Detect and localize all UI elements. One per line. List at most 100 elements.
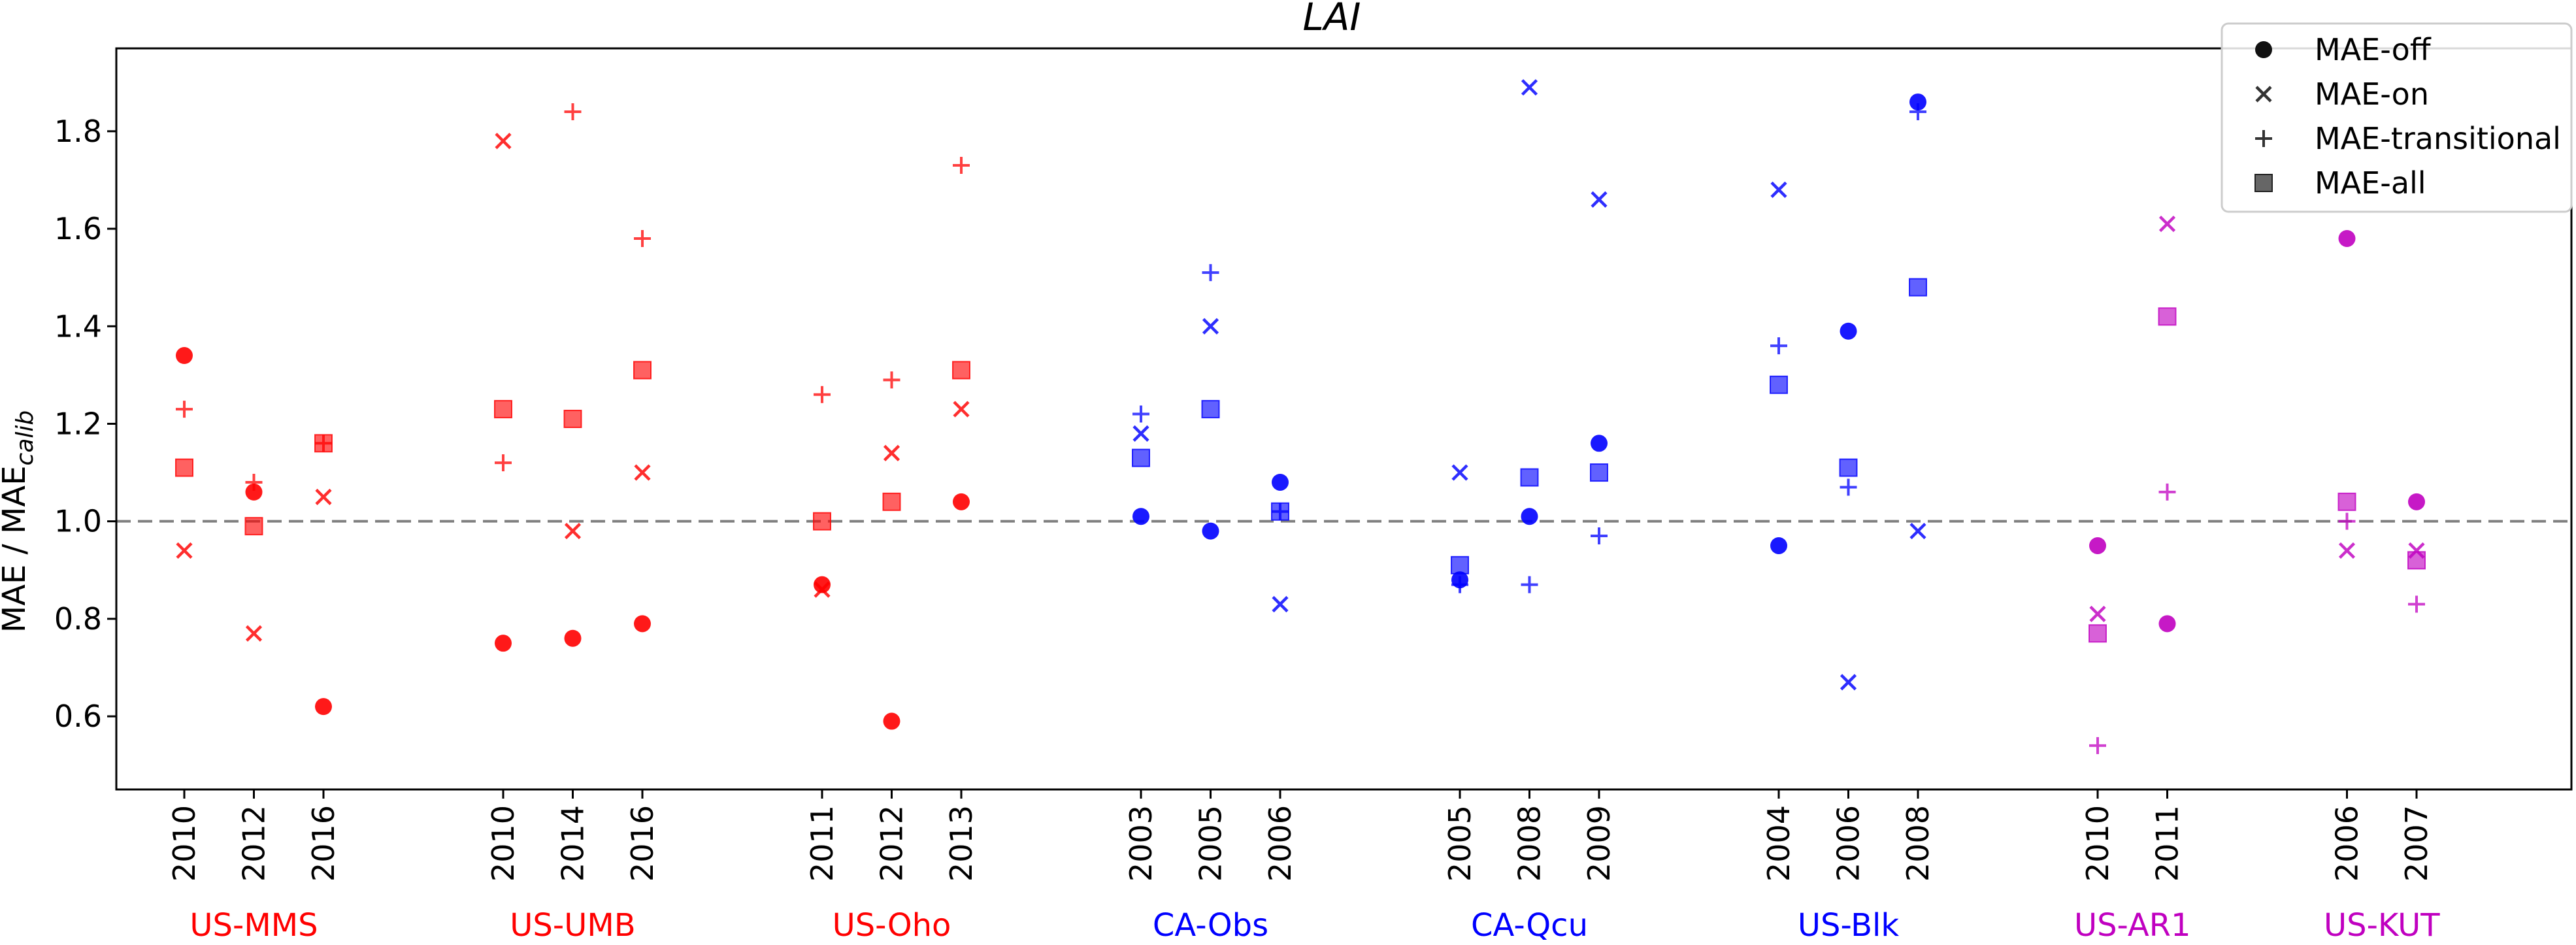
year-marker-group: [882, 371, 901, 730]
mae-transitional-marker: [953, 157, 970, 174]
y-tick-label: 1.4: [54, 308, 102, 344]
year-marker-group: [1909, 93, 1927, 540]
mae-on-marker: [245, 625, 263, 642]
mae-on-marker: [176, 542, 193, 559]
mae-all-marker: [1770, 375, 1788, 394]
mae-off-marker: [814, 576, 831, 593]
mae-on-marker: [883, 444, 900, 461]
mae-all-marker: [1590, 463, 1608, 482]
x-tick-label: 2016: [625, 805, 660, 882]
mae-all-marker: [1201, 400, 1220, 419]
mae-off-marker: [2338, 229, 2356, 247]
year-marker-group: [314, 434, 333, 716]
mae-transitional-marker: [245, 473, 263, 491]
x-tick-label: 2010: [486, 805, 521, 882]
mae-off-marker: [564, 629, 582, 647]
y-axis-label: MAE / MAEcalib: [0, 410, 39, 633]
x-tick-label: 2009: [1581, 805, 1617, 882]
x-tick-label: 2011: [804, 805, 840, 882]
mae-all-marker: [1520, 468, 1539, 487]
legend-label: MAE-on: [2315, 76, 2429, 112]
x-axis: 2010 2012 2016 US-MMS 2010 2014 2016 US-UMB 2011…: [167, 789, 2440, 944]
mae-off-marker: [953, 493, 970, 510]
legend-square-icon: [2254, 174, 2273, 192]
mae-off-marker: [634, 615, 651, 633]
legend-label: MAE-all: [2315, 165, 2426, 201]
mae-transitional-marker: [2158, 483, 2176, 501]
mae-off-marker: [2408, 493, 2425, 510]
year-marker-group: [2337, 229, 2356, 559]
x-tick-label: 2003: [1123, 805, 1159, 882]
year-marker-group: [244, 473, 263, 642]
mae-off-marker: [1840, 322, 1857, 340]
site-label: US-Blk: [1798, 907, 1899, 944]
year-marker-group: [2158, 215, 2177, 633]
mae-all-marker: [175, 458, 193, 477]
year-marker-group: [952, 157, 970, 510]
year-marker-group: [1520, 79, 1539, 593]
mae-transitional-marker: [1272, 503, 1289, 520]
legend-circle-icon: [2255, 41, 2272, 58]
mae-all-marker: [2089, 624, 2107, 643]
x-tick-label: 2016: [306, 805, 341, 882]
y-tick-label: 0.6: [54, 699, 102, 734]
year-marker-group: [175, 347, 193, 559]
legend-box: [2221, 22, 2573, 213]
mae-off-marker: [176, 347, 193, 365]
mae-on-marker: [2338, 542, 2356, 559]
mae-transitional-marker: [495, 454, 512, 472]
legend-x-icon: [2255, 86, 2272, 103]
mae-off-marker: [315, 698, 332, 716]
data-marks: [175, 79, 2426, 754]
mae-transitional-marker: [1591, 527, 1608, 545]
chart-title: LAI: [1302, 0, 1361, 39]
legend-plus-icon: [2255, 130, 2272, 147]
site-label: CA-Obs: [1153, 907, 1268, 944]
mae-on-marker: [1272, 595, 1289, 613]
mae-on-marker: [953, 401, 970, 418]
y-tick-label: 1.8: [54, 114, 102, 149]
x-tick-label: 2007: [2399, 805, 2434, 882]
mae-transitional-marker: [883, 371, 900, 389]
mae-off-marker: [1591, 435, 1608, 452]
x-tick-label: 2014: [555, 805, 591, 882]
x-tick-label: 2005: [1193, 805, 1229, 882]
x-tick-label: 2010: [2080, 805, 2115, 882]
mae-transitional-marker: [2089, 737, 2106, 754]
mae-all-marker: [813, 512, 831, 531]
x-tick-label: 2006: [1263, 805, 1298, 882]
mae-on-marker: [564, 523, 582, 540]
mae-all-marker: [633, 361, 652, 380]
site-label: US-UMB: [510, 907, 635, 944]
mae-transitional-marker: [1770, 337, 1787, 355]
mae-on-marker: [2158, 215, 2176, 233]
mae-transitional-marker: [1451, 576, 1468, 593]
mae-on-marker: [1202, 318, 1219, 335]
plot-frame: [115, 47, 2573, 791]
year-marker-group: [1590, 191, 1608, 545]
mae-all-marker: [952, 361, 970, 380]
y-tick-label: 1.0: [54, 504, 102, 539]
site-label: US-Oho: [833, 907, 951, 944]
year-marker-group: [1271, 473, 1289, 613]
year-marker-group: [494, 133, 512, 652]
mae-on-marker: [1451, 464, 1468, 481]
mae-transitional-marker: [176, 401, 193, 418]
y-axis-label-sub: calib: [12, 410, 39, 466]
mae-on-marker: [1909, 523, 1926, 540]
mae-on-marker: [1132, 425, 1149, 442]
mae-off-marker: [1132, 508, 1149, 525]
site-label: US-KUT: [2324, 907, 2440, 944]
y-tick-label: 1.6: [54, 211, 102, 246]
y-axis-label-main: MAE / MAE: [0, 465, 33, 633]
year-marker-group: [2407, 493, 2426, 613]
mae-on-marker: [315, 488, 332, 505]
mae-transitional-marker: [634, 229, 651, 247]
mae-off-marker: [1909, 93, 1926, 111]
mae-all-marker: [2337, 492, 2356, 511]
x-tick-label: 2011: [2150, 805, 2185, 882]
year-marker-group: [633, 229, 652, 633]
legend-label: MAE-off: [2315, 32, 2432, 67]
x-tick-label: 2012: [874, 805, 910, 882]
mae-all-marker: [2158, 307, 2177, 326]
